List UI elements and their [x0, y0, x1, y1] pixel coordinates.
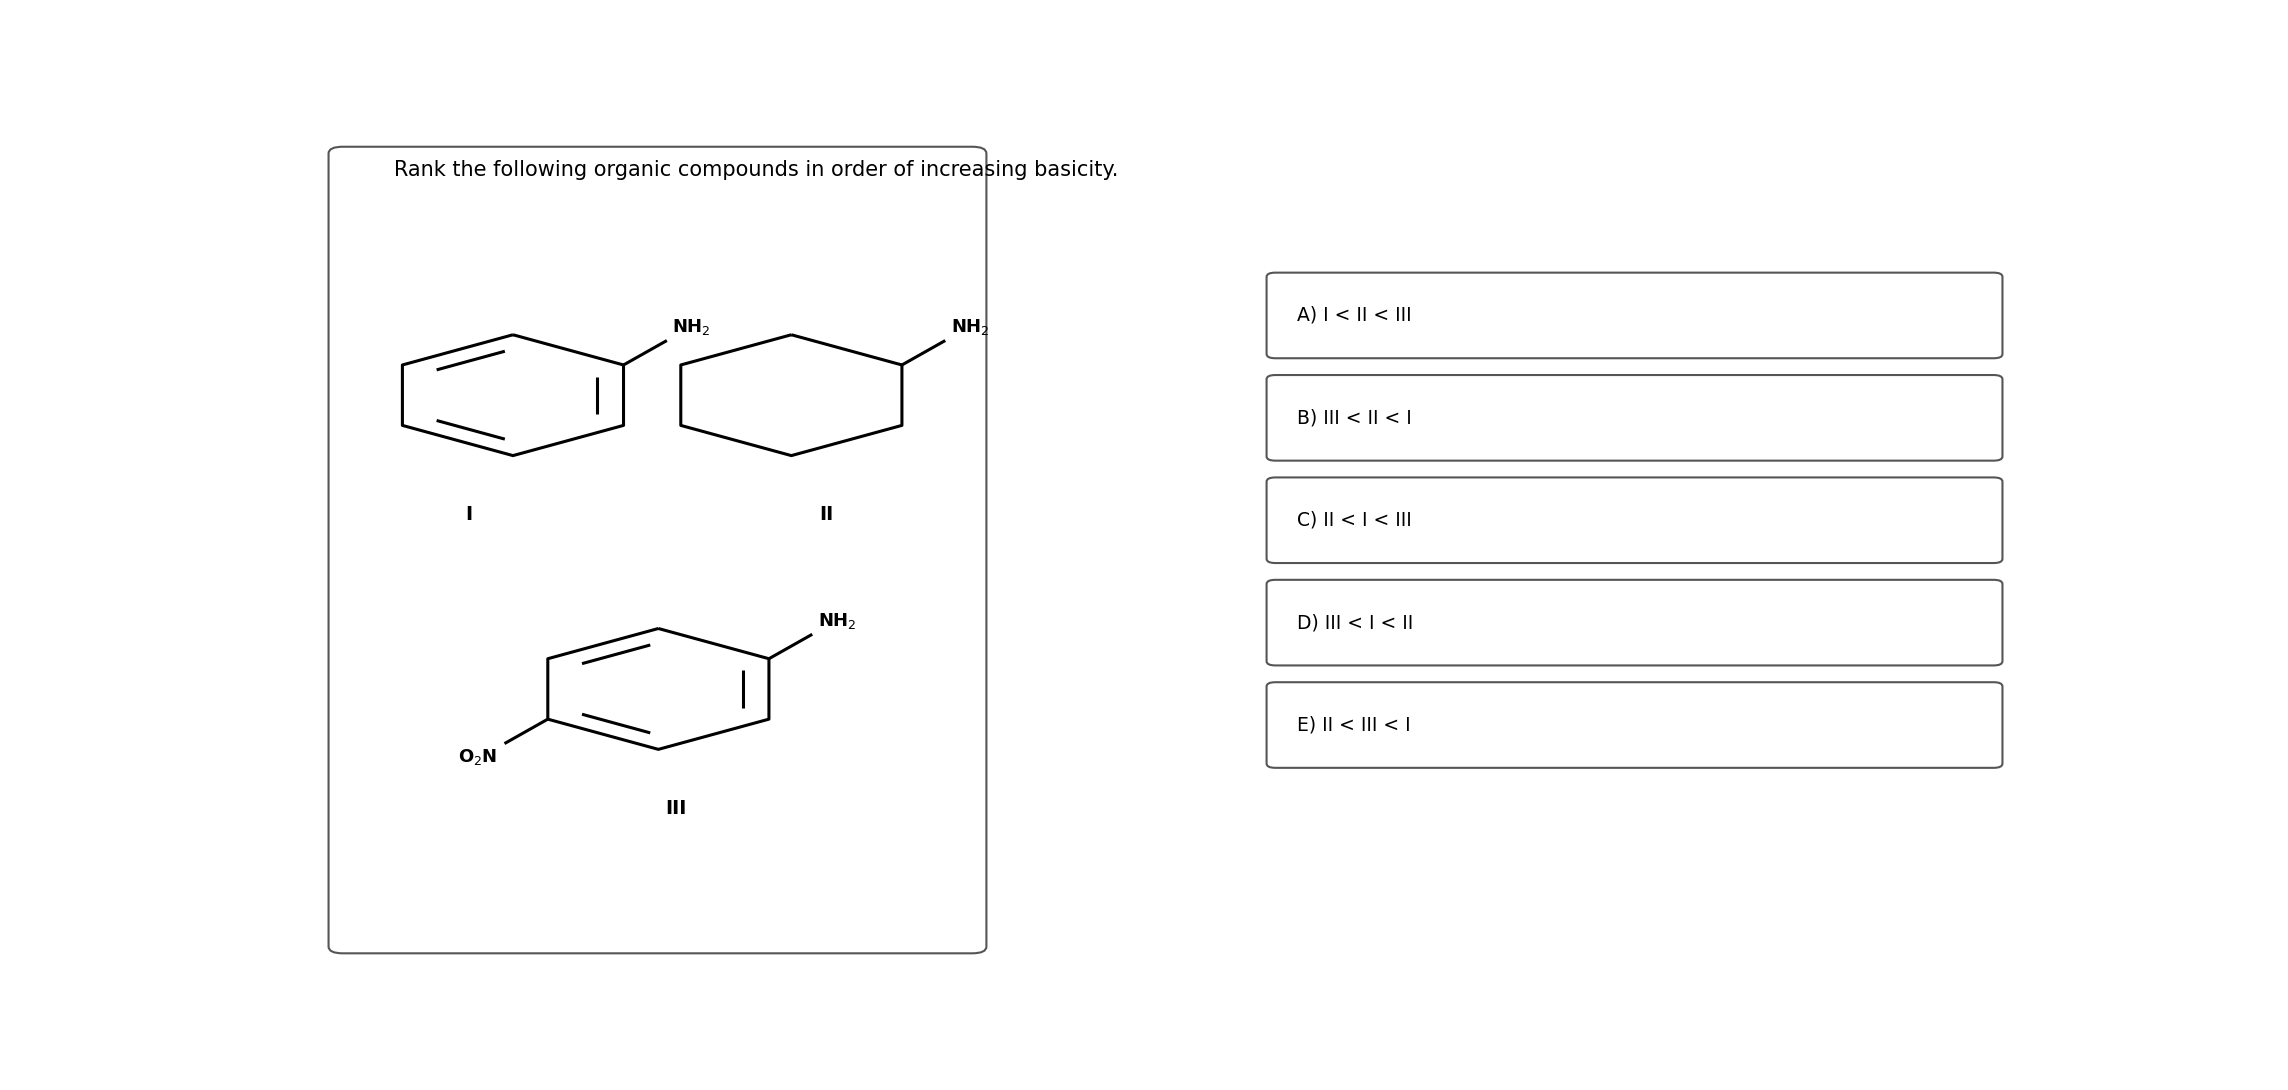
Text: B) III < II < I: B) III < II < I [1297, 409, 1412, 427]
Text: A) I < II < III: A) I < II < III [1297, 306, 1412, 325]
Text: NH$_2$: NH$_2$ [950, 317, 988, 337]
Text: E) II < III < I: E) II < III < I [1297, 715, 1409, 735]
Text: NH$_2$: NH$_2$ [817, 610, 856, 631]
Text: C) II < I < III: C) II < I < III [1297, 511, 1412, 530]
Text: I: I [464, 505, 471, 524]
FancyBboxPatch shape [1268, 682, 2002, 767]
Text: O$_2$N: O$_2$N [458, 747, 496, 767]
FancyBboxPatch shape [1268, 272, 2002, 359]
Text: NH$_2$: NH$_2$ [673, 317, 712, 337]
FancyBboxPatch shape [1268, 375, 2002, 461]
FancyBboxPatch shape [1268, 580, 2002, 665]
Text: D) III < I < II: D) III < I < II [1297, 614, 1414, 632]
Text: III: III [666, 799, 686, 818]
Text: Rank the following organic compounds in order of increasing basicity.: Rank the following organic compounds in … [394, 160, 1119, 180]
FancyBboxPatch shape [1268, 477, 2002, 564]
FancyBboxPatch shape [329, 147, 986, 954]
Text: II: II [819, 505, 833, 524]
